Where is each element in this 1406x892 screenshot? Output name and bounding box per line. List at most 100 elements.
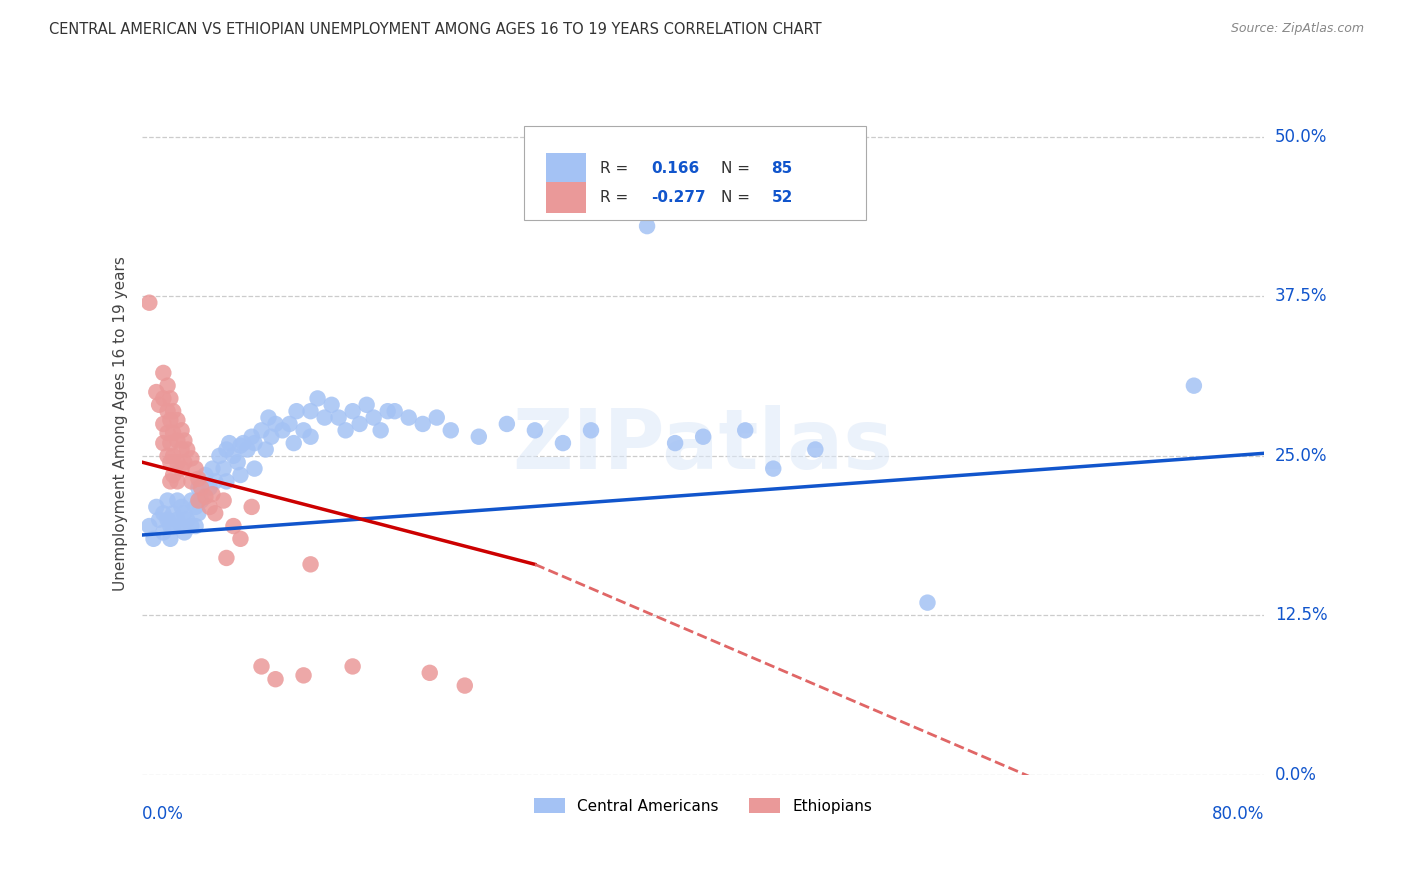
Point — [356, 398, 378, 412]
Text: -0.277: -0.277 — [651, 190, 706, 205]
Point — [148, 513, 170, 527]
Point — [440, 423, 463, 437]
Point — [190, 493, 212, 508]
Point — [240, 500, 263, 514]
Point — [138, 519, 160, 533]
Point — [159, 413, 181, 427]
Point — [398, 410, 420, 425]
Point — [170, 461, 193, 475]
Text: 0.166: 0.166 — [651, 161, 700, 176]
Point — [166, 475, 188, 489]
Legend: Central Americans, Ethiopians: Central Americans, Ethiopians — [529, 792, 877, 820]
Text: 80.0%: 80.0% — [1212, 805, 1264, 823]
Point — [162, 468, 184, 483]
Point — [257, 410, 280, 425]
Point — [187, 493, 209, 508]
Point — [222, 449, 245, 463]
Text: 25.0%: 25.0% — [1275, 447, 1327, 465]
Point — [243, 461, 266, 475]
Point — [299, 430, 322, 444]
Point — [278, 417, 301, 431]
Point — [152, 366, 174, 380]
Point — [162, 404, 184, 418]
Point — [190, 481, 212, 495]
Point — [166, 413, 188, 427]
Point — [426, 410, 449, 425]
Point — [173, 506, 195, 520]
Point — [412, 417, 434, 431]
Point — [159, 436, 181, 450]
Point — [1182, 378, 1205, 392]
Point — [166, 455, 188, 469]
Point — [156, 449, 179, 463]
Point — [142, 532, 165, 546]
Point — [250, 423, 273, 437]
Point — [145, 385, 167, 400]
Point — [264, 672, 287, 686]
Point — [917, 596, 939, 610]
Point — [166, 434, 188, 448]
Point — [226, 455, 249, 469]
Point — [377, 404, 399, 418]
Point — [159, 475, 181, 489]
Point — [198, 481, 221, 495]
Point — [173, 525, 195, 540]
Point — [170, 500, 193, 514]
Point — [152, 436, 174, 450]
Point — [159, 455, 181, 469]
Point — [156, 378, 179, 392]
Text: 12.5%: 12.5% — [1275, 607, 1327, 624]
Point — [243, 436, 266, 450]
Point — [166, 493, 188, 508]
Text: 85: 85 — [772, 161, 793, 176]
Point — [198, 500, 221, 514]
Point — [156, 425, 179, 440]
Bar — [546, 182, 586, 213]
Text: R =: R = — [600, 161, 633, 176]
Text: 37.5%: 37.5% — [1275, 287, 1327, 305]
Point — [212, 493, 235, 508]
Text: 50.0%: 50.0% — [1275, 128, 1327, 145]
Point — [321, 398, 343, 412]
Point — [159, 392, 181, 406]
FancyBboxPatch shape — [523, 126, 866, 220]
Point — [184, 500, 207, 514]
Text: R =: R = — [600, 190, 633, 205]
Point — [159, 519, 181, 533]
Point — [236, 442, 259, 457]
Point — [162, 425, 184, 440]
Point — [180, 493, 202, 508]
Point — [314, 410, 336, 425]
Text: CENTRAL AMERICAN VS ETHIOPIAN UNEMPLOYMENT AMONG AGES 16 TO 19 YEARS CORRELATION: CENTRAL AMERICAN VS ETHIOPIAN UNEMPLOYME… — [49, 22, 823, 37]
Point — [370, 423, 392, 437]
Point — [292, 423, 315, 437]
Point — [292, 668, 315, 682]
Point — [762, 461, 785, 475]
Point — [170, 423, 193, 437]
Point — [148, 398, 170, 412]
Point — [804, 442, 827, 457]
Point — [184, 461, 207, 475]
Point — [184, 519, 207, 533]
Point — [495, 417, 517, 431]
Point — [152, 525, 174, 540]
Point — [156, 493, 179, 508]
Point — [218, 436, 240, 450]
Point — [159, 532, 181, 546]
Point — [260, 430, 283, 444]
Point — [187, 472, 209, 486]
Point — [166, 513, 188, 527]
Point — [229, 439, 252, 453]
Point — [145, 500, 167, 514]
Point — [328, 410, 350, 425]
Text: 0.0%: 0.0% — [1275, 766, 1317, 784]
Point — [468, 430, 491, 444]
Point — [229, 468, 252, 483]
Point — [283, 436, 305, 450]
Point — [187, 506, 209, 520]
Point — [215, 442, 238, 457]
Point — [363, 410, 385, 425]
Point — [335, 423, 357, 437]
Point — [664, 436, 686, 450]
Point — [162, 519, 184, 533]
